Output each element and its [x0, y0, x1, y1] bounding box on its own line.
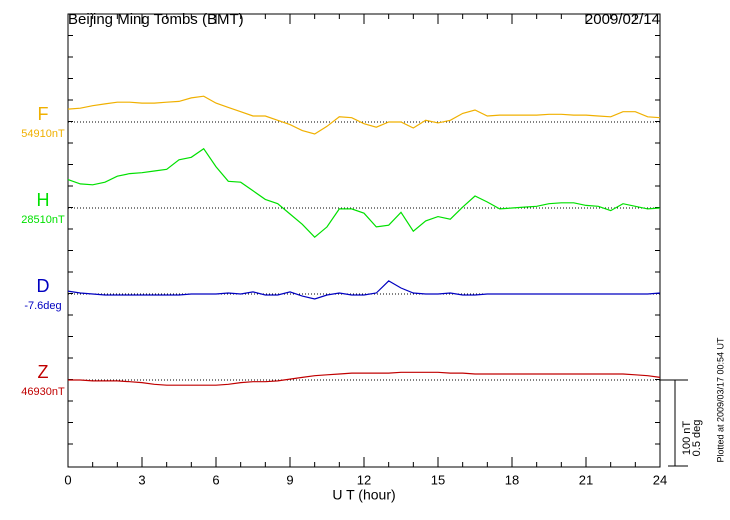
- series-line: [67, 95, 661, 135]
- plot-frame: [67, 13, 661, 468]
- x-tick-label: 18: [505, 472, 519, 487]
- chart-title: Beijing Ming Tombs (BMT): [68, 11, 244, 28]
- x-tick-label: 6: [212, 472, 219, 487]
- plot-note: Plotted at 2009/03/17 00:54 UT: [715, 337, 725, 463]
- series-line: [67, 147, 661, 239]
- x-tick-label: 21: [579, 472, 593, 487]
- series-name: D: [37, 276, 50, 296]
- x-axis-label: U T (hour): [332, 487, 395, 503]
- x-tick-label: 12: [357, 472, 371, 487]
- chart-date: 2009/02/14: [585, 11, 660, 28]
- baseline-label: 46930nT: [21, 386, 65, 398]
- baseline-label: 54910nT: [21, 128, 65, 140]
- x-tick-label: 0: [64, 472, 71, 487]
- series-name: H: [37, 190, 50, 210]
- series-name: F: [38, 104, 49, 124]
- series-line: [68, 371, 661, 386]
- series-name: Z: [38, 362, 49, 382]
- x-tick-label: 3: [138, 472, 145, 487]
- scale-label: 100 nT: [681, 421, 693, 456]
- scale-label: 0.5 deg: [691, 420, 703, 457]
- x-tick-label: 15: [431, 472, 445, 487]
- series-line: [67, 280, 661, 300]
- baseline-label: 28510nT: [21, 214, 65, 226]
- x-tick-label: 24: [653, 472, 667, 487]
- x-tick-label: 9: [286, 472, 293, 487]
- baseline-label: -7.6deg: [24, 300, 61, 312]
